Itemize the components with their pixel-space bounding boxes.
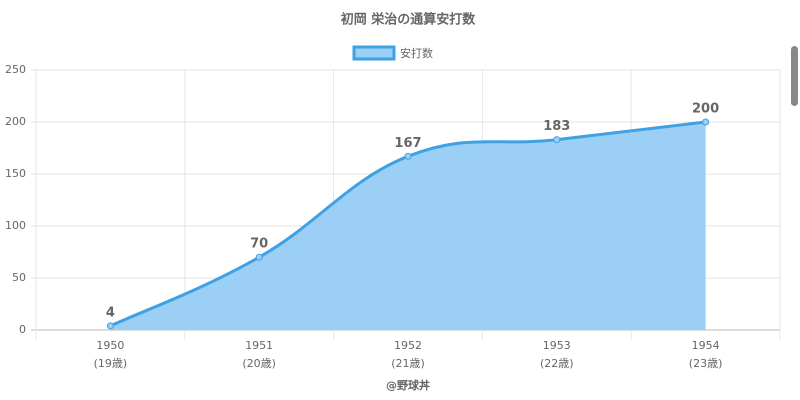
y-tick-label: 0: [19, 323, 26, 336]
legend-swatch: [352, 45, 396, 61]
scrollbar[interactable]: [791, 46, 798, 106]
chart-title: 初岡 栄治の通算安打数: [341, 12, 477, 28]
y-tick-label: 250: [5, 63, 26, 76]
data-label: 183: [543, 119, 570, 134]
legend-label: 安打数: [400, 46, 433, 60]
data-label: 70: [250, 237, 268, 252]
data-label: 4: [106, 305, 115, 320]
point: [702, 118, 710, 126]
point: [404, 152, 412, 160]
y-tick-label: 100: [5, 219, 26, 232]
x-tick-sublabel: (19歳): [94, 357, 128, 370]
x-tick-sublabel: (21歳): [391, 357, 425, 370]
y-tick-label: 200: [5, 115, 26, 128]
x-tick-label: 1950: [96, 339, 124, 352]
y-tick-label: 150: [5, 167, 26, 180]
x-tick-label: 1953: [543, 339, 571, 352]
x-tick-label: 1952: [394, 339, 422, 352]
x-tick-label: 1954: [692, 339, 720, 352]
x-axis-title: @野球丼: [386, 378, 430, 392]
y-tick-label: 50: [12, 271, 26, 284]
data-label: 200: [692, 102, 719, 117]
x-tick-sublabel: (22歳): [540, 357, 574, 370]
point: [553, 136, 561, 144]
point: [106, 322, 114, 330]
x-tick-sublabel: (23歳): [689, 357, 723, 370]
area-fill: [110, 122, 706, 330]
x-tick-label: 1951: [245, 339, 273, 352]
data-label: 167: [394, 136, 421, 151]
point: [255, 253, 263, 261]
x-tick-sublabel: (20歳): [242, 357, 276, 370]
